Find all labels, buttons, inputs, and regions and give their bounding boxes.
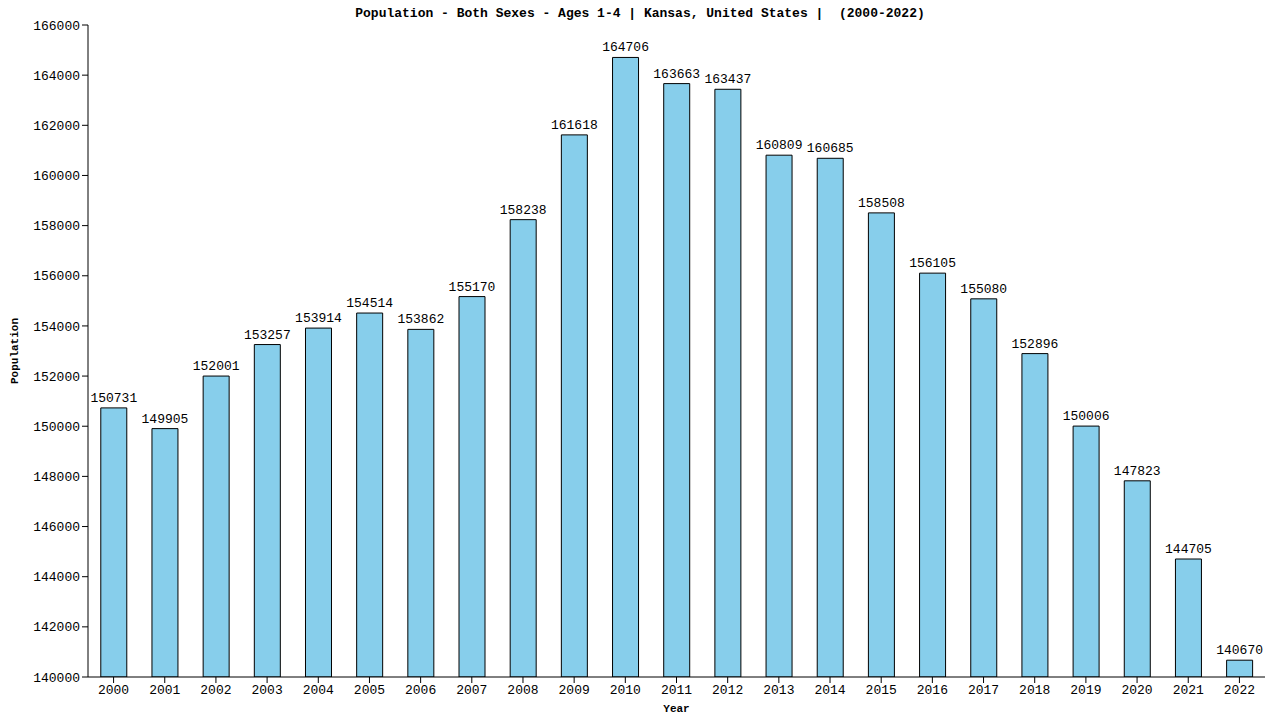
svg-text:144705: 144705 <box>1165 542 1212 557</box>
svg-text:2021: 2021 <box>1173 683 1204 698</box>
svg-text:150731: 150731 <box>90 391 137 406</box>
svg-text:2010: 2010 <box>610 683 641 698</box>
svg-text:2006: 2006 <box>405 683 436 698</box>
svg-text:149905: 149905 <box>142 412 189 427</box>
svg-text:164000: 164000 <box>33 69 80 84</box>
svg-text:147823: 147823 <box>1114 464 1161 479</box>
svg-text:160000: 160000 <box>33 169 80 184</box>
svg-text:2022: 2022 <box>1224 683 1255 698</box>
svg-text:153914: 153914 <box>295 311 342 326</box>
svg-text:2018: 2018 <box>1019 683 1050 698</box>
svg-text:2007: 2007 <box>456 683 487 698</box>
svg-text:2011: 2011 <box>661 683 692 698</box>
svg-text:2017: 2017 <box>968 683 999 698</box>
svg-text:2019: 2019 <box>1070 683 1101 698</box>
svg-text:152001: 152001 <box>193 359 240 374</box>
svg-text:2020: 2020 <box>1121 683 1152 698</box>
svg-text:2009: 2009 <box>559 683 590 698</box>
svg-text:158508: 158508 <box>858 196 905 211</box>
html-text:Population - Both Sexes - Ages: Population - Both Sexes - Ages 1-4 | Kan… <box>355 6 925 21</box>
svg-text:156105: 156105 <box>909 256 956 271</box>
svg-text:2003: 2003 <box>251 683 282 698</box>
svg-text:160685: 160685 <box>807 141 854 156</box>
svg-text:150000: 150000 <box>33 420 80 435</box>
svg-text:155170: 155170 <box>449 280 496 295</box>
svg-text:160809: 160809 <box>756 138 803 153</box>
svg-text:2016: 2016 <box>917 683 948 698</box>
svg-text:2015: 2015 <box>866 683 897 698</box>
svg-text:140670: 140670 <box>1216 643 1263 658</box>
svg-text:154000: 154000 <box>33 320 80 335</box>
svg-text:152000: 152000 <box>33 370 80 385</box>
svg-text:163663: 163663 <box>653 67 700 82</box>
svg-text:158000: 158000 <box>33 219 80 234</box>
svg-text:2008: 2008 <box>507 683 538 698</box>
svg-text:153257: 153257 <box>244 328 291 343</box>
svg-text:2002: 2002 <box>200 683 231 698</box>
svg-text:148000: 148000 <box>33 470 80 485</box>
svg-text:2001: 2001 <box>149 683 180 698</box>
svg-text:163437: 163437 <box>704 72 751 87</box>
svg-text:166000: 166000 <box>33 19 80 34</box>
svg-text:Year: Year <box>663 703 689 712</box>
svg-text:140000: 140000 <box>33 671 80 686</box>
svg-text:164706: 164706 <box>602 40 649 55</box>
svg-text:153862: 153862 <box>397 312 444 327</box>
svg-text:142000: 142000 <box>33 620 80 635</box>
svg-text:155080: 155080 <box>960 282 1007 297</box>
svg-text:2005: 2005 <box>354 683 385 698</box>
svg-text:158238: 158238 <box>500 203 547 218</box>
svg-text:2000: 2000 <box>98 683 129 698</box>
svg-text:2013: 2013 <box>763 683 794 698</box>
svg-text:150006: 150006 <box>1063 409 1110 424</box>
svg-text:2004: 2004 <box>303 683 334 698</box>
svg-text:154514: 154514 <box>346 296 393 311</box>
svg-text:144000: 144000 <box>33 570 80 585</box>
svg-text:Population: Population <box>9 318 21 384</box>
svg-text:2014: 2014 <box>814 683 845 698</box>
svg-text:156000: 156000 <box>33 269 80 284</box>
svg-text:161618: 161618 <box>551 118 598 133</box>
svg-text:2012: 2012 <box>712 683 743 698</box>
svg-text:162000: 162000 <box>33 119 80 134</box>
svg-text:146000: 146000 <box>33 520 80 535</box>
svg-text:152896: 152896 <box>1012 337 1059 352</box>
